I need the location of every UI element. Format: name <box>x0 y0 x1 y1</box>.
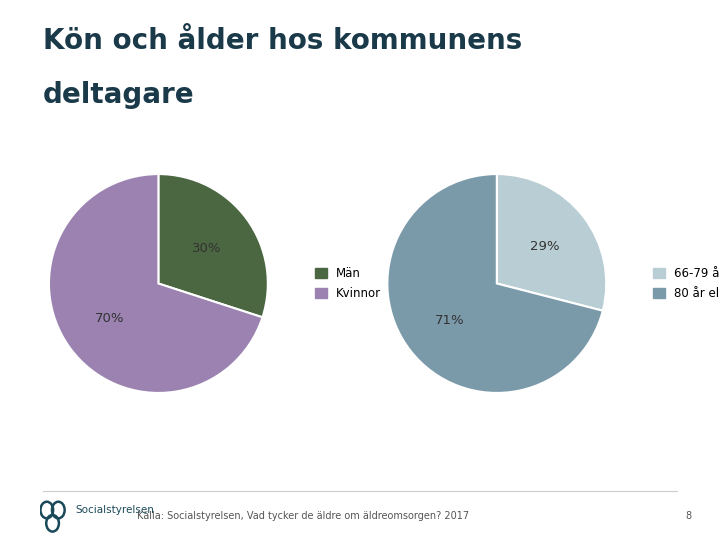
Wedge shape <box>49 174 263 393</box>
Legend: Män, Kvinnor: Män, Kvinnor <box>315 267 381 300</box>
Text: deltagare: deltagare <box>43 81 195 109</box>
Legend: 66-79 år, 80 år eller äldre: 66-79 år, 80 år eller äldre <box>653 267 720 300</box>
Text: Kön och ålder hos kommunens: Kön och ålder hos kommunens <box>43 27 523 55</box>
Text: 70%: 70% <box>95 312 125 326</box>
Wedge shape <box>497 174 606 310</box>
Text: 8: 8 <box>685 510 691 521</box>
Text: 30%: 30% <box>192 241 222 255</box>
Wedge shape <box>158 174 268 318</box>
Text: 29%: 29% <box>530 240 559 253</box>
Text: Källa: Socialstyrelsen, Vad tycker de äldre om äldreomsorgen? 2017: Källa: Socialstyrelsen, Vad tycker de äl… <box>137 510 469 521</box>
Text: 71%: 71% <box>434 314 464 327</box>
Text: Socialstyrelsen: Socialstyrelsen <box>76 505 155 515</box>
Wedge shape <box>387 174 603 393</box>
